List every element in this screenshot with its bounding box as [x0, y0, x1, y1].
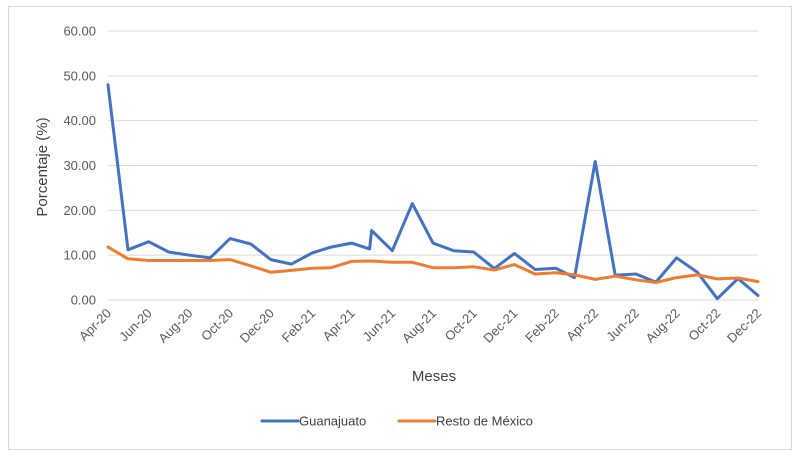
x-tick-label: Dec-22 — [724, 306, 764, 346]
x-tick-label: Apr-21 — [319, 306, 357, 344]
y-tick-label: 0.00 — [71, 293, 96, 308]
x-tick-label: Jun-22 — [603, 306, 642, 345]
legend-label-guanajuato: Guanajuato — [299, 414, 366, 429]
x-tick-label: Feb-21 — [279, 306, 319, 346]
x-tick-label: Apr-22 — [563, 306, 601, 344]
x-tick-label: Aug-21 — [399, 306, 439, 346]
x-tick-label: Dec-20 — [237, 306, 277, 346]
x-tick-label: Jun-20 — [116, 306, 155, 345]
x-tick-label: Jun-21 — [360, 306, 399, 345]
x-tick-label: Apr-20 — [76, 306, 114, 344]
x-tick-label: Oct-20 — [198, 306, 236, 344]
y-tick-label: 20.00 — [63, 203, 96, 218]
x-axis-title: Meses — [412, 368, 456, 385]
y-tick-label: 10.00 — [63, 248, 96, 263]
x-axis-ticks: Apr-20 Jun-20 Aug-20 Oct-20 Dec-20 Feb-21 Apr-… — [76, 306, 764, 346]
x-tick-label: Dec-21 — [480, 306, 520, 346]
series-line-resto-de-mexico — [106, 245, 760, 284]
x-tick-label: Aug-22 — [642, 306, 682, 346]
legend-label-resto-de-mexico: Resto de México — [436, 414, 533, 429]
y-tick-label: 30.00 — [63, 158, 96, 173]
legend: Guanajuato Resto de México — [260, 414, 533, 429]
y-tick-label: 40.00 — [63, 113, 96, 128]
x-tick-label: Oct-22 — [685, 306, 723, 344]
series-line-guanajuato — [106, 83, 760, 301]
y-tick-label: 50.00 — [63, 68, 96, 83]
x-tick-label: Aug-20 — [155, 306, 195, 346]
y-axis-title: Porcentaje (%) — [34, 117, 51, 216]
y-axis-ticks: 0.00 10.00 20.00 30.00 40.00 50.00 60.00 — [63, 24, 96, 308]
x-tick-label: Oct-21 — [442, 306, 480, 344]
series-lines — [106, 83, 760, 301]
chart-frame — [8, 6, 792, 450]
gridlines — [108, 30, 758, 301]
x-tick-label: Feb-22 — [522, 306, 562, 346]
y-tick-label: 60.00 — [63, 24, 96, 39]
